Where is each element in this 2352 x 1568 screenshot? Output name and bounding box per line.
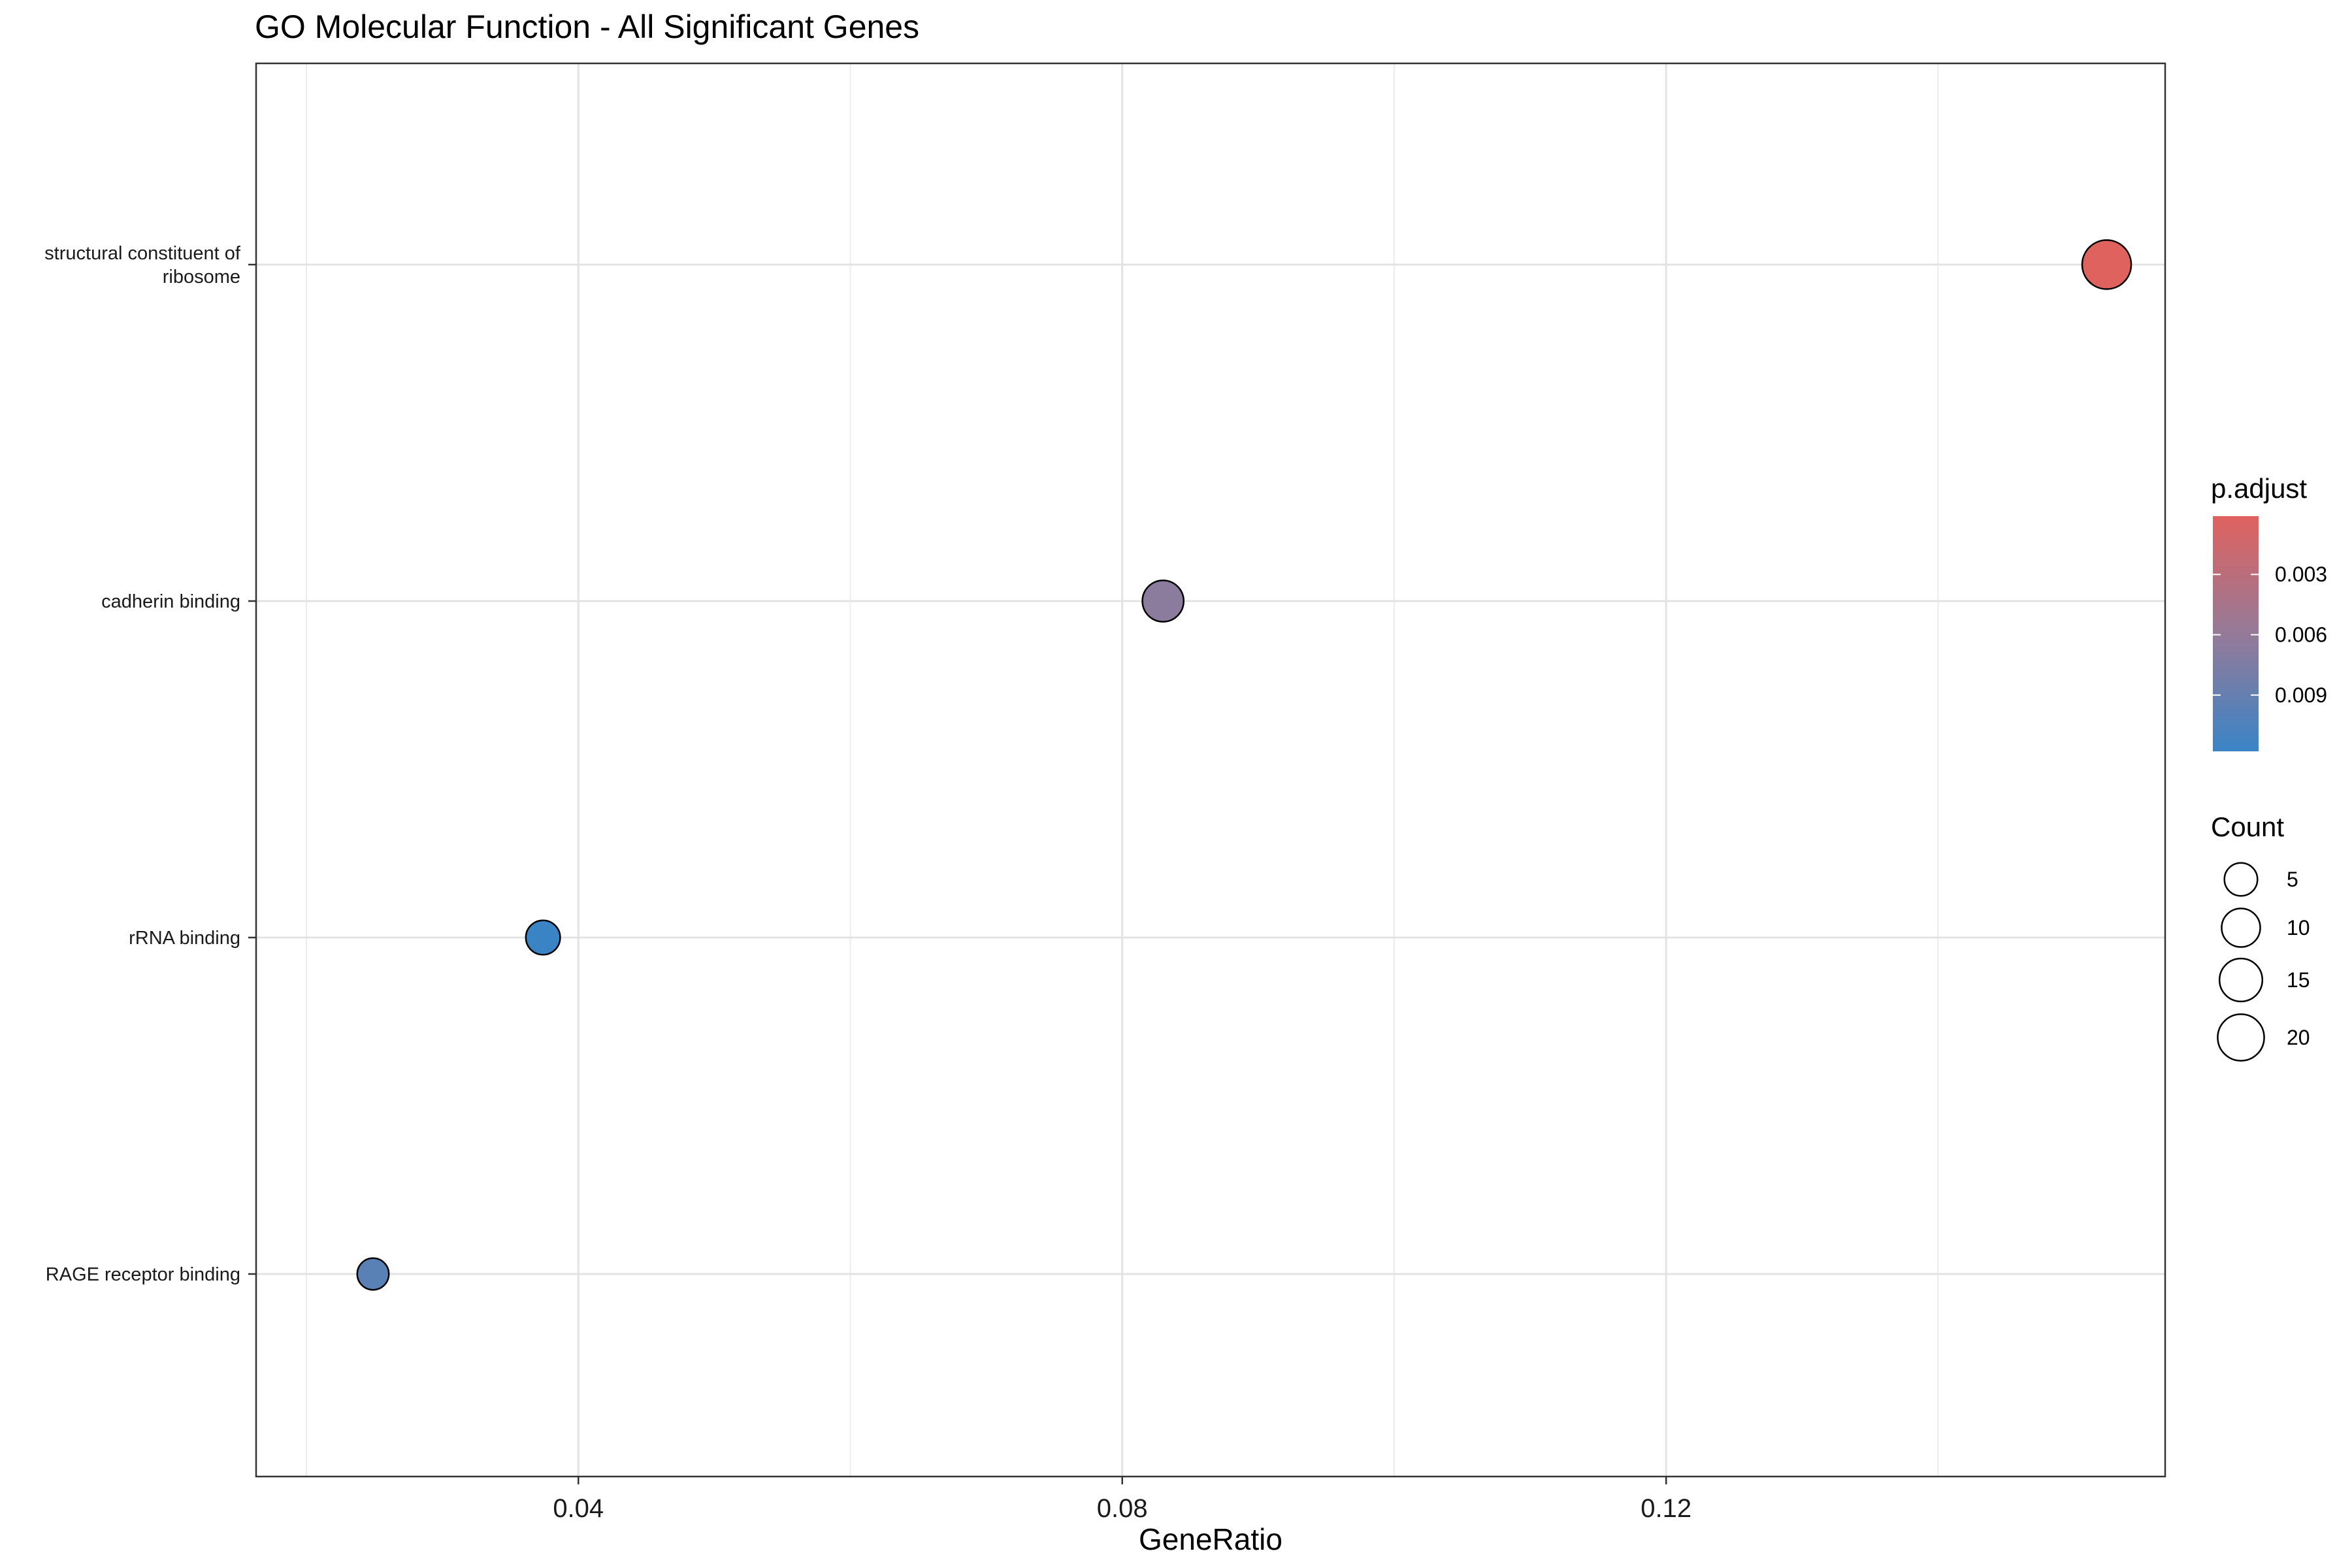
y-tick-label: structural constituent of	[44, 243, 241, 264]
size-legend-label: 10	[2287, 916, 2310, 939]
x-tick-label: 0.12	[1641, 1494, 1691, 1523]
y-tick-label: ribosome	[163, 267, 240, 287]
panel-border	[255, 62, 2166, 1478]
data-point	[1141, 580, 1184, 623]
color-legend-label: 0.009	[2275, 683, 2327, 707]
size-legend-circle	[2223, 862, 2259, 897]
x-tick-label: 0.08	[1097, 1494, 1148, 1523]
axes: 0.04 0.08 0.12 structural constituent of rib…	[44, 243, 1691, 1523]
size-legend-label: 15	[2287, 968, 2310, 992]
data-point	[525, 919, 561, 956]
size-legend-label: 20	[2287, 1026, 2310, 1049]
color-legend-title: p.adjust	[2211, 473, 2307, 504]
grid-lines	[256, 63, 2165, 1477]
x-tick-label: 0.04	[553, 1494, 604, 1523]
size-legend-circle	[2217, 1013, 2265, 1062]
y-tick-label: RAGE receptor binding	[46, 1264, 240, 1285]
size-legend-label: 5	[2287, 868, 2298, 891]
size-legend-title: Count	[2211, 811, 2284, 842]
y-tick-label: rRNA binding	[129, 928, 240, 949]
color-legend-label: 0.006	[2275, 623, 2327, 647]
data-points	[356, 239, 2132, 1291]
size-legend-circle	[2221, 907, 2261, 948]
color-legend-bar	[2213, 516, 2259, 751]
data-point	[356, 1257, 390, 1291]
color-legend-label: 0.003	[2275, 563, 2327, 586]
size-legend-circle	[2218, 957, 2264, 1003]
y-tick-label: cadherin binding	[101, 591, 240, 612]
x-axis-title: GeneRatio	[1139, 1522, 1282, 1556]
legends: p.adjust Count 0.003 0.006 0.009 5 10 15 20	[2211, 473, 2327, 1062]
chart-title: GO Molecular Function - All Significant …	[255, 8, 919, 45]
data-point	[2081, 239, 2132, 290]
